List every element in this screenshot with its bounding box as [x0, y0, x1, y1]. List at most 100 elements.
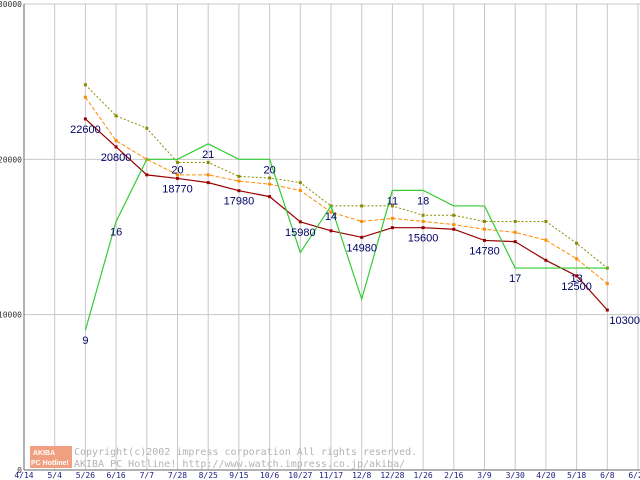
- min-price-point: [237, 189, 241, 193]
- x-tick-label: 10/6: [260, 471, 279, 480]
- data-label: 20: [263, 164, 275, 176]
- x-tick-label: 2/16: [444, 471, 463, 480]
- grid: [23, 3, 640, 471]
- min-price-point: [268, 195, 272, 199]
- max-price-point: [206, 160, 210, 164]
- average-price-point: [83, 95, 87, 99]
- average-price-point: [575, 257, 579, 261]
- average-price-point: [268, 182, 272, 186]
- average-price-line: [84, 96, 608, 284]
- average-price-point: [360, 219, 364, 223]
- min-price-point: [605, 308, 609, 312]
- min-price-point: [575, 274, 579, 278]
- min-price-point: [145, 173, 149, 177]
- min-price-point: [390, 226, 394, 230]
- x-tick-label: 4/14: [14, 471, 33, 480]
- data-label: 14980: [346, 242, 377, 254]
- x-tick-label: 10/27: [288, 471, 312, 480]
- max-price-point: [176, 160, 179, 164]
- x-tick-label: 5/26: [76, 471, 95, 480]
- data-label: 21: [202, 149, 214, 161]
- min-price-point: [360, 235, 364, 239]
- x-tick-label: 12/8: [352, 471, 371, 480]
- max-price-point: [452, 213, 456, 217]
- copyright-text: Copyright(c)2002 impress corporation All…: [74, 447, 417, 458]
- min-price-point: [176, 176, 179, 180]
- max-price-point: [360, 204, 364, 208]
- x-tick-label: 5/4: [47, 471, 62, 480]
- average-price-point: [390, 216, 394, 220]
- max-price-point: [145, 126, 149, 130]
- x-tick-label: 8/25: [199, 471, 218, 480]
- max-price-point: [544, 219, 548, 223]
- average-price-point: [421, 219, 425, 223]
- min-price-point: [421, 226, 425, 230]
- data-label: 14780: [469, 245, 500, 257]
- max-price-point: [390, 204, 394, 208]
- data-label: 13: [570, 273, 582, 285]
- x-tick-label: 6/29: [628, 471, 640, 480]
- average-price-point: [544, 238, 548, 242]
- average-price-point: [237, 179, 241, 183]
- x-tick-label: 9/15: [229, 471, 248, 480]
- max-price-point: [114, 114, 118, 118]
- y-tick-label: 0: [17, 466, 22, 475]
- data-label: 17: [509, 273, 521, 285]
- data-label: 9: [82, 335, 88, 347]
- average-price-point: [513, 230, 517, 234]
- min-price-point: [452, 227, 456, 231]
- data-label: 15600: [408, 233, 439, 245]
- x-tick-label: 4/20: [536, 471, 555, 480]
- max-price-point: [83, 83, 87, 87]
- x-tick-label: 11/17: [319, 471, 343, 480]
- max-price-point: [575, 241, 579, 245]
- average-price-point: [329, 210, 333, 214]
- x-tick-label: 1/26: [413, 471, 432, 480]
- x-tick-label: 5/18: [567, 471, 586, 480]
- average-price-point: [452, 223, 456, 227]
- x-tick-label: 3/9: [477, 471, 492, 480]
- watermark: AKIBA PC Hotline! Copyright(c)2002 impre…: [30, 446, 417, 470]
- y-tick-label: 20000: [0, 155, 22, 164]
- logo-top-text: AKIBA: [33, 450, 55, 457]
- site-url-text: AKIBA PC Hotline! http://www.watch.impre…: [74, 459, 405, 470]
- average-price-point: [483, 227, 486, 231]
- y-tick-label: 10000: [0, 311, 22, 320]
- average-price-point: [298, 188, 302, 192]
- akiba-logo: [30, 446, 72, 468]
- shop-count-line: [84, 143, 608, 331]
- min-price-point: [483, 238, 486, 242]
- average-price-point: [114, 139, 118, 143]
- x-axis-labels: 4/14 5/4 5/26 6/16 7/7 7/28 8/25 9/15 10/6 10/27 1…: [14, 471, 640, 480]
- min-price-point: [513, 240, 517, 244]
- x-tick-label: 6/8: [600, 471, 615, 480]
- max-price-point: [421, 213, 425, 217]
- data-label: 10300: [609, 315, 640, 327]
- min-price-point: [544, 258, 548, 262]
- x-tick-label: 7/7: [140, 471, 155, 480]
- x-tick-label: 3/30: [506, 471, 525, 480]
- average-price-point: [176, 173, 179, 177]
- min-price-point: [114, 145, 118, 149]
- data-label: 20: [171, 164, 183, 176]
- data-label: 15980: [285, 227, 316, 239]
- data-label: 14: [325, 211, 337, 223]
- max-price-point: [513, 219, 517, 223]
- max-price-point: [268, 176, 272, 180]
- data-label: 18: [417, 195, 429, 207]
- data-label: 18770: [162, 183, 193, 195]
- average-price-point: [605, 282, 609, 286]
- y-tick-label: 30000: [0, 0, 22, 9]
- x-tick-label: 12/28: [380, 471, 404, 480]
- min-price-point: [298, 220, 302, 224]
- series-lines: [83, 83, 609, 331]
- max-price-point: [237, 174, 241, 178]
- data-label: 20800: [101, 152, 132, 164]
- max-price-point: [483, 219, 486, 223]
- data-labels: 22600 20800 18770 17980 15980 14980 15600 14780…: [70, 124, 640, 347]
- min-price-point: [206, 181, 210, 185]
- logo-bottom-text: PC Hotline!: [31, 460, 69, 467]
- min-price-line: [84, 118, 608, 311]
- data-label: 12500: [561, 281, 592, 293]
- data-label: 11: [387, 195, 398, 207]
